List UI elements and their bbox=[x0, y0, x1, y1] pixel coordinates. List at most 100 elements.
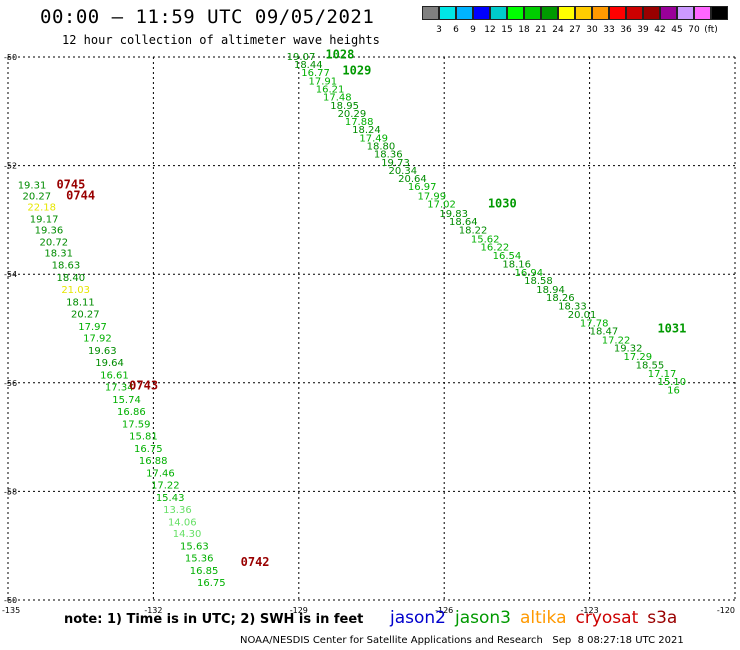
swh-data-point: 18.80 bbox=[367, 142, 396, 153]
lat-tick-label: -58 bbox=[4, 487, 17, 496]
color-scale-label: 3 bbox=[436, 25, 442, 35]
swh-data-point: 16.22 bbox=[481, 243, 510, 254]
swh-data-point: 15.74 bbox=[112, 395, 141, 406]
pass-number-label: 1028 bbox=[325, 47, 354, 61]
chart-title: 00:00 – 11:59 UTC 09/05/2021 bbox=[40, 6, 375, 28]
swh-data-point: 15.81 bbox=[129, 431, 158, 442]
swh-data-point: 15.62 bbox=[471, 234, 500, 245]
swh-data-point: 20.01 bbox=[568, 310, 597, 321]
swh-data-point: 16.86 bbox=[117, 407, 146, 418]
swh-data-point: 19.32 bbox=[614, 344, 643, 355]
swh-data-point: 15.36 bbox=[185, 554, 214, 565]
swh-data-point: 15.43 bbox=[156, 493, 185, 504]
swh-data-point: 19.07 bbox=[287, 52, 316, 63]
lat-tick-label: -52 bbox=[4, 162, 17, 171]
color-scale-label: 27 bbox=[569, 25, 581, 35]
color-scale-swatch bbox=[626, 6, 643, 20]
satellite-legend: jason2 jason3 altika cryosat s3a bbox=[390, 608, 686, 628]
color-scale-label: (ft) bbox=[704, 25, 718, 35]
swh-data-point: 19.31 bbox=[18, 181, 47, 192]
lat-tick-label: -50 bbox=[4, 53, 17, 62]
color-scale-label: 24 bbox=[552, 25, 564, 35]
swh-data-point: 19.63 bbox=[88, 346, 117, 357]
swh-data-point: 17.02 bbox=[427, 200, 456, 211]
swh-data-point: 17.22 bbox=[151, 480, 180, 491]
color-scale-label: 18 bbox=[518, 25, 530, 35]
swh-data-point: 18.31 bbox=[44, 248, 73, 259]
swh-data-point: 18.64 bbox=[449, 217, 478, 228]
lon-tick-label: -135 bbox=[2, 606, 20, 615]
legend-entry: cryosat bbox=[575, 608, 639, 628]
color-scale-label: 15 bbox=[501, 25, 513, 35]
color-scale-swatch bbox=[422, 6, 439, 20]
color-scale-swatch bbox=[473, 6, 490, 20]
pass-number-label: 0742 bbox=[241, 555, 270, 569]
swh-data-point: 18.16 bbox=[502, 259, 531, 270]
swh-data-point: 20.72 bbox=[40, 238, 69, 249]
swh-data-point: 20.27 bbox=[23, 191, 52, 202]
legend-entry: jason3 bbox=[455, 608, 511, 628]
swh-data-point: 18.58 bbox=[524, 276, 553, 287]
pass-number-label: 1030 bbox=[488, 197, 517, 211]
color-scale-swatch bbox=[609, 6, 626, 20]
pass-number-label: 0743 bbox=[129, 379, 158, 393]
swh-data-point: 14.30 bbox=[173, 529, 202, 540]
swh-data-point: 19.36 bbox=[35, 226, 64, 237]
color-scale-swatch bbox=[677, 6, 694, 20]
swh-data-point: 19.64 bbox=[95, 358, 124, 369]
pass-number-label: 0744 bbox=[66, 188, 95, 202]
swh-data-point: 22.18 bbox=[27, 202, 56, 213]
swh-data-point: 16.88 bbox=[139, 456, 168, 467]
color-scale-label: 70 bbox=[688, 25, 700, 35]
color-scale-swatch bbox=[541, 6, 558, 20]
swh-data-point: 16.61 bbox=[100, 371, 129, 382]
color-scale-swatch bbox=[456, 6, 473, 20]
lon-tick-label: -126 bbox=[435, 606, 453, 615]
swh-data-point: 17.17 bbox=[648, 369, 677, 380]
swh-data-point: 17.46 bbox=[146, 468, 175, 479]
swh-data-point: 18.26 bbox=[546, 293, 575, 304]
swh-data-point: 15.63 bbox=[180, 542, 209, 553]
swh-data-point: 17.48 bbox=[323, 93, 352, 104]
color-scale-label: 33 bbox=[603, 25, 615, 35]
lat-tick-label: -60 bbox=[4, 596, 17, 605]
swh-data-point: 17.92 bbox=[83, 334, 112, 345]
swh-data-point: 19.73 bbox=[381, 158, 410, 169]
color-scale-label: 39 bbox=[637, 25, 649, 35]
color-scale-swatch bbox=[575, 6, 592, 20]
chart-subtitle: 12 hour collection of altimeter wave hei… bbox=[62, 33, 380, 47]
swh-data-point: 16.85 bbox=[190, 566, 219, 577]
color-scale-label: 36 bbox=[620, 25, 632, 35]
pass-number-label: 0745 bbox=[56, 178, 85, 192]
swh-data-point: 18.33 bbox=[558, 302, 587, 313]
lat-tick-label: -54 bbox=[4, 270, 17, 279]
swh-data-point: 17.78 bbox=[580, 319, 609, 330]
swh-data-point: 16 bbox=[667, 385, 680, 396]
swh-data-point: 16.75 bbox=[134, 444, 163, 455]
swh-data-point: 17.29 bbox=[624, 352, 653, 363]
swh-data-point: 18.63 bbox=[52, 260, 81, 271]
legend-entry: altika bbox=[520, 608, 567, 628]
color-scale-label: 21 bbox=[535, 25, 547, 35]
swh-data-point: 17.22 bbox=[602, 335, 631, 346]
swh-data-point: 16.75 bbox=[197, 578, 226, 589]
color-scale-label: 9 bbox=[470, 25, 476, 35]
swh-data-point: 19.17 bbox=[30, 214, 59, 225]
swh-data-point: 18.24 bbox=[352, 125, 381, 136]
swh-data-point: 21.03 bbox=[61, 285, 90, 296]
color-scale-label: 6 bbox=[453, 25, 459, 35]
color-scale-label: 45 bbox=[671, 25, 683, 35]
color-scale-swatch bbox=[694, 6, 711, 20]
swh-data-point: 17.34 bbox=[105, 383, 134, 394]
swh-data-point: 20.64 bbox=[398, 174, 427, 185]
color-scale-swatch bbox=[490, 6, 507, 20]
credit-line: NOAA/NESDIS Center for Satellite Applica… bbox=[240, 635, 684, 646]
color-scale-label: 42 bbox=[654, 25, 666, 35]
color-scale-swatch bbox=[524, 6, 541, 20]
swh-data-point: 18.47 bbox=[590, 327, 619, 338]
swh-data-point: 16.97 bbox=[408, 182, 437, 193]
swh-data-point: 18.95 bbox=[330, 101, 359, 112]
footnote-text: note: 1) Time is in UTC; 2) SWH is in fe… bbox=[64, 612, 364, 627]
color-scale-swatch bbox=[592, 6, 609, 20]
